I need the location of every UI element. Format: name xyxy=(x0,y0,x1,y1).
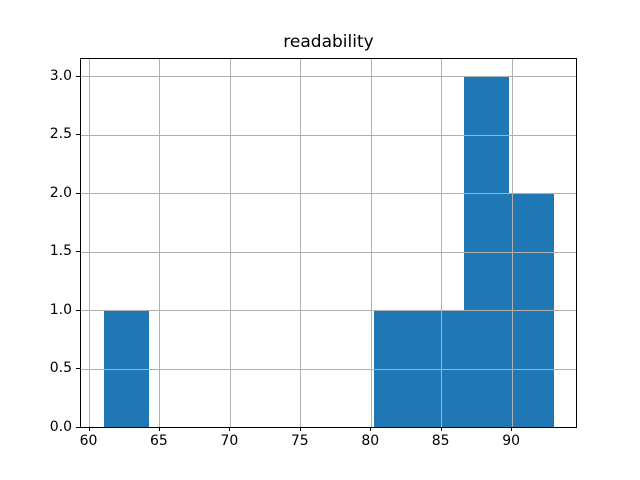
gridline-vertical xyxy=(229,59,231,427)
x-tick-mark xyxy=(88,427,90,431)
x-tick-label: 85 xyxy=(431,433,450,449)
x-tick-label: 80 xyxy=(361,433,380,449)
x-tick-mark xyxy=(511,427,513,431)
y-tick-mark xyxy=(76,368,80,370)
gridline-vertical xyxy=(370,59,372,427)
gridline-horizontal xyxy=(81,368,576,370)
x-tick-mark xyxy=(229,427,231,431)
x-tick-label: 60 xyxy=(79,433,98,449)
gridline-horizontal xyxy=(81,76,576,78)
y-tick-mark xyxy=(76,309,80,311)
x-tick-label: 65 xyxy=(149,433,168,449)
gridline-vertical xyxy=(511,59,513,427)
chart-title: readability xyxy=(283,32,374,52)
x-tick-mark xyxy=(370,427,372,431)
y-tick-label: 0.0 xyxy=(49,419,72,435)
plot-area xyxy=(80,58,577,428)
x-tick-label: 75 xyxy=(290,433,309,449)
gridline-vertical xyxy=(89,59,90,427)
gridline-vertical xyxy=(441,59,443,427)
y-tick-mark xyxy=(76,192,80,194)
gridline-vertical xyxy=(159,59,161,427)
gridline-vertical xyxy=(300,59,302,427)
y-tick-label: 1.5 xyxy=(49,243,72,260)
x-tick-label: 70 xyxy=(220,433,239,449)
gridline-horizontal xyxy=(81,310,576,312)
y-tick-label: 3.0 xyxy=(49,67,72,84)
y-tick-label: 2.0 xyxy=(49,184,72,201)
y-tick-mark xyxy=(76,427,80,428)
y-tick-mark xyxy=(76,75,80,77)
y-tick-label: 2.5 xyxy=(49,126,72,143)
histogram-bar xyxy=(509,193,555,427)
y-tick-mark xyxy=(76,251,80,253)
y-tick-label: 1.0 xyxy=(49,301,72,318)
y-tick-mark xyxy=(76,134,80,136)
x-tick-label: 90 xyxy=(502,433,521,449)
gridline-horizontal xyxy=(81,251,576,253)
gridline-horizontal xyxy=(81,193,576,195)
x-tick-mark xyxy=(158,427,160,431)
x-tick-mark xyxy=(440,427,442,431)
y-tick-label: 0.5 xyxy=(49,360,72,377)
gridline-horizontal xyxy=(81,134,576,136)
x-tick-mark xyxy=(299,427,301,431)
